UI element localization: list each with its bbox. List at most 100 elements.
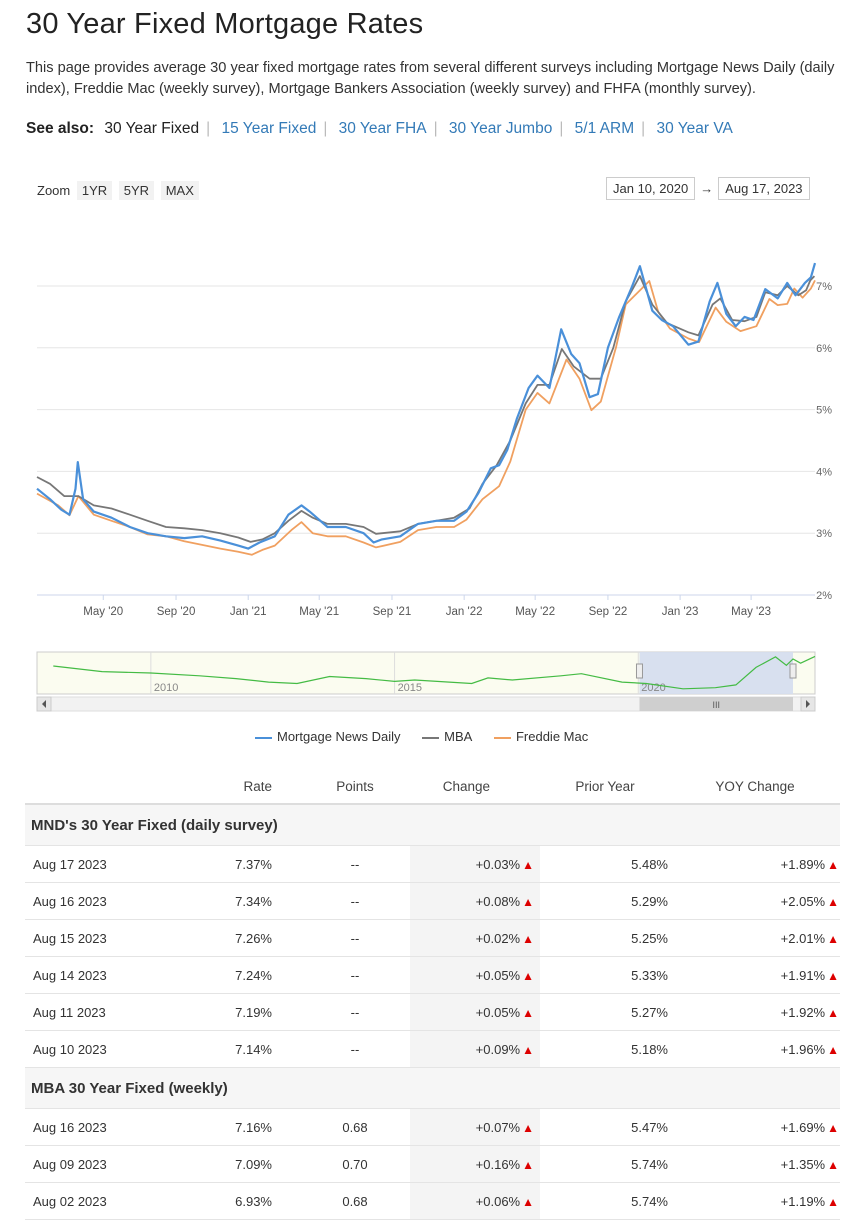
legend-item-mnd[interactable]: Mortgage News Daily xyxy=(255,729,401,744)
yoy-cell: +1.92% ▲ xyxy=(670,993,840,1031)
rate-cell: 7.34% xyxy=(205,882,300,920)
navigator-tick-label: 2010 xyxy=(154,682,178,694)
points-cell: 0.70 xyxy=(300,1145,410,1183)
table-row: Aug 02 2023 6.93% 0.68 +0.06% ▲ 5.74% +1.19% ▲ xyxy=(25,1182,840,1220)
table-header: Points xyxy=(300,770,410,805)
separator: | xyxy=(206,120,211,137)
prior-year-cell: 5.33% xyxy=(540,956,670,994)
zoom-label: Zoom xyxy=(37,183,71,198)
x-tick-label: May '21 xyxy=(299,606,339,618)
table-header xyxy=(25,770,205,805)
arrow-up-icon: ▲ xyxy=(522,1042,534,1057)
x-tick-label: May '23 xyxy=(731,606,771,618)
legend-item-mba[interactable]: MBA xyxy=(422,729,472,744)
link-5-1-arm[interactable]: 5/1 ARM xyxy=(574,120,635,137)
see-also-bar: See also: 30 Year Fixed | 15 Year Fixed | … xyxy=(26,120,733,138)
link-30-year-va[interactable]: 30 Year VA xyxy=(656,120,733,137)
chart-lines xyxy=(36,262,817,556)
date-cell: Aug 09 2023 xyxy=(25,1145,205,1183)
navigator-series-line xyxy=(53,655,816,690)
rate-cell: 7.26% xyxy=(205,919,300,957)
link-30-year-jumbo[interactable]: 30 Year Jumbo xyxy=(448,120,553,137)
arrow-up-icon: ▲ xyxy=(522,1194,534,1209)
y-tick-label: 5% xyxy=(816,405,832,417)
date-cell: Aug 14 2023 xyxy=(25,956,205,994)
y-tick-label: 2% xyxy=(816,590,832,602)
rates-chart: 2%3%4%5%6%7% May '20 Sep '20 Jan '21 May '2… xyxy=(36,262,832,618)
x-tick-label: May '20 xyxy=(83,606,123,618)
rate-cell: 7.16% xyxy=(205,1108,300,1146)
change-cell: +0.03% ▲ xyxy=(410,845,540,883)
change-cell: +0.07% ▲ xyxy=(410,1108,540,1146)
table-row: Aug 15 2023 7.26% -- +0.02% ▲ 5.25% +2.01% ▲ xyxy=(25,919,840,957)
table-header: Prior Year xyxy=(540,770,670,805)
yoy-cell: +1.91% ▲ xyxy=(670,956,840,994)
link-30-year-fixed[interactable]: 30 Year Fixed xyxy=(104,120,200,137)
yoy-cell: +1.96% ▲ xyxy=(670,1030,840,1068)
date-to-input[interactable]: Aug 17, 2023 xyxy=(718,177,810,200)
chart-grid xyxy=(37,285,815,596)
y-tick-label: 7% xyxy=(816,281,832,293)
yoy-cell: +1.19% ▲ xyxy=(670,1182,840,1220)
date-cell: Aug 11 2023 xyxy=(25,993,205,1031)
zoom-max-button[interactable]: MAX xyxy=(160,181,199,200)
points-cell: -- xyxy=(300,845,410,883)
points-cell: -- xyxy=(300,919,410,957)
arrow-up-icon: ▲ xyxy=(827,1120,839,1135)
table-header: Rate xyxy=(205,770,300,805)
points-cell: -- xyxy=(300,956,410,994)
x-tick-label: Sep '21 xyxy=(373,606,412,618)
date-cell: Aug 10 2023 xyxy=(25,1030,205,1068)
yoy-cell: +1.89% ▲ xyxy=(670,845,840,883)
table-row: Aug 16 2023 7.34% -- +0.08% ▲ 5.29% +2.05% ▲ xyxy=(25,882,840,920)
rate-cell: 7.14% xyxy=(205,1030,300,1068)
x-axis: May '20 Sep '20 Jan '21 May '21 Sep '21 Jan '… xyxy=(83,595,771,618)
date-cell: Aug 02 2023 xyxy=(25,1182,205,1220)
legend-item-freddie-mac[interactable]: Freddie Mac xyxy=(493,729,588,744)
arrow-up-icon: ▲ xyxy=(827,931,839,946)
zoom-5yr-button[interactable]: 5YR xyxy=(118,181,155,200)
change-cell: +0.08% ▲ xyxy=(410,882,540,920)
y-axis: 2% 3% 4% 5% 6% 7% xyxy=(816,281,832,602)
zoom-controls: Zoom 1YR 5YR MAX xyxy=(37,181,199,200)
link-30-year-fha[interactable]: 30 Year FHA xyxy=(338,120,427,137)
change-cell: +0.06% ▲ xyxy=(410,1182,540,1220)
date-from-input[interactable]: Jan 10, 2020 xyxy=(606,177,696,200)
intro-text: This page provides average 30 year fixed… xyxy=(26,60,835,97)
separator: | xyxy=(323,120,328,137)
separator: | xyxy=(641,120,646,137)
table-section-header: MND's 30 Year Fixed (daily survey) xyxy=(25,804,840,846)
points-cell: 0.68 xyxy=(300,1182,410,1220)
arrow-up-icon: ▲ xyxy=(827,968,839,983)
table-row: Aug 17 2023 7.37% -- +0.03% ▲ 5.48% +1.89% ▲ xyxy=(25,845,840,883)
arrow-up-icon: ▲ xyxy=(522,894,534,909)
series-line-mortgage-news-daily xyxy=(36,262,817,550)
table-row: Aug 11 2023 7.19% -- +0.05% ▲ 5.27% +1.92% ▲ xyxy=(25,993,840,1031)
arrow-up-icon: ▲ xyxy=(522,968,534,983)
zoom-1yr-button[interactable]: 1YR xyxy=(76,181,113,200)
table-header: YOY Change xyxy=(670,770,840,805)
x-tick-label: May '22 xyxy=(515,606,555,618)
change-cell: +0.05% ▲ xyxy=(410,993,540,1031)
y-tick-label: 3% xyxy=(816,528,832,540)
table-row: Aug 14 2023 7.24% -- +0.05% ▲ 5.33% +1.91% ▲ xyxy=(25,956,840,994)
table-row: Aug 10 2023 7.14% -- +0.09% ▲ 5.18% +1.96% ▲ xyxy=(25,1030,840,1068)
x-tick-label: Sep '22 xyxy=(589,606,628,618)
arrow-up-icon: ▲ xyxy=(827,1042,839,1057)
arrow-up-icon: ▲ xyxy=(827,1157,839,1172)
x-tick-label: Sep '20 xyxy=(157,606,196,618)
table-row: Aug 09 2023 7.09% 0.70 +0.16% ▲ 5.74% +1.35% ▲ xyxy=(25,1145,840,1183)
series-line-mba xyxy=(36,275,816,543)
scroll-left-arrow-icon xyxy=(42,700,46,708)
prior-year-cell: 5.74% xyxy=(540,1182,670,1220)
yoy-cell: +1.35% ▲ xyxy=(670,1145,840,1183)
link-15-year-fixed[interactable]: 15 Year Fixed xyxy=(221,120,317,137)
scrollbar-grip: III xyxy=(712,700,720,710)
date-cell: Aug 16 2023 xyxy=(25,1108,205,1146)
rate-cell: 6.93% xyxy=(205,1182,300,1220)
see-also-label: See also: xyxy=(26,120,95,137)
page-title: 30 Year Fixed Mortgage Rates xyxy=(26,8,424,40)
date-range: Jan 10, 2020 → Aug 17, 2023 xyxy=(606,177,810,200)
separator: | xyxy=(433,120,438,137)
